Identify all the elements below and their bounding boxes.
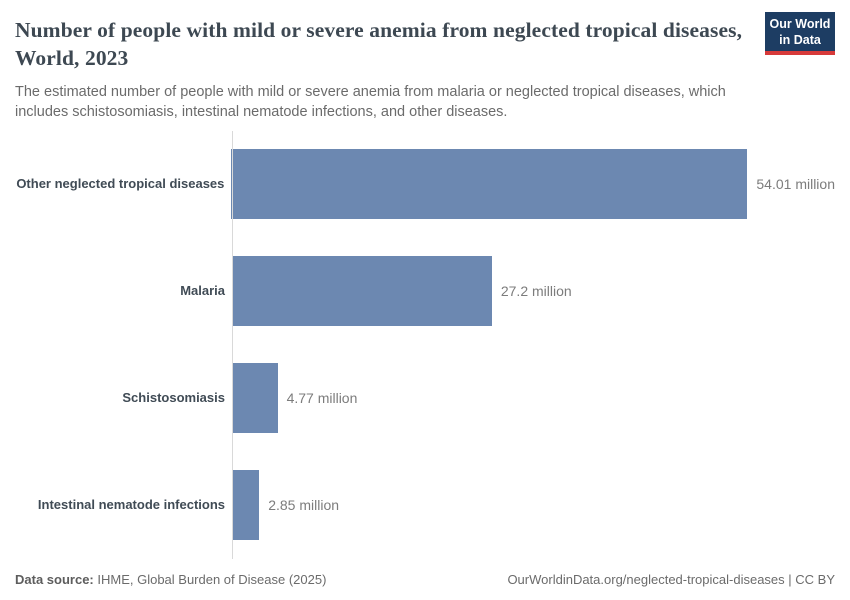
bar-row: Other neglected tropical diseases 54.01 …: [15, 131, 835, 238]
owid-logo-line1: Our World: [769, 17, 831, 31]
bar-track: 2.85 million: [232, 470, 835, 541]
chart-header: Number of people with mild or severe ane…: [0, 0, 850, 123]
y-axis-line: [232, 130, 233, 559]
owid-logo[interactable]: Our World in Data: [765, 12, 835, 55]
data-source-label: Data source:: [15, 572, 94, 587]
bar[interactable]: [232, 470, 260, 541]
bar[interactable]: [231, 149, 748, 220]
value-label: 27.2 million: [500, 283, 572, 300]
bar-chart: Other neglected tropical diseases 54.01 …: [15, 130, 835, 561]
data-source-text: IHME, Global Burden of Disease (2025): [93, 572, 327, 587]
category-label: Schistosomiasis: [122, 390, 225, 406]
category-label: Other neglected tropical diseases: [16, 176, 225, 192]
bar-track: 27.2 million: [232, 256, 835, 327]
bar-track: 54.01 million: [231, 149, 835, 220]
value-label: 4.77 million: [286, 390, 358, 407]
chart-footer: Data source: IHME, Global Burden of Dise…: [15, 572, 835, 587]
bar[interactable]: [232, 363, 278, 434]
value-label: 2.85 million: [268, 497, 340, 514]
bar-row: Intestinal nematode infections 2.85 mill…: [15, 452, 835, 559]
bar-row: Malaria 27.2 million: [15, 238, 835, 345]
chart-title: Number of people with mild or severe ane…: [15, 18, 743, 71]
data-source-note: Data source: IHME, Global Burden of Dise…: [15, 572, 326, 587]
category-label: Malaria: [180, 283, 225, 299]
title-block: Number of people with mild or severe ane…: [15, 16, 745, 123]
bar-row: Schistosomiasis 4.77 million: [15, 345, 835, 452]
category-label: Intestinal nematode infections: [37, 497, 225, 513]
chart-subtitle: The estimated number of people with mild…: [15, 83, 726, 121]
owid-logo-line2: in Data: [779, 33, 821, 48]
value-label: 54.01 million: [756, 176, 835, 193]
bar-track: 4.77 million: [232, 363, 835, 434]
bar[interactable]: [232, 256, 492, 327]
owid-url-link[interactable]: OurWorldinData.org/neglected-tropical-di…: [507, 572, 835, 587]
